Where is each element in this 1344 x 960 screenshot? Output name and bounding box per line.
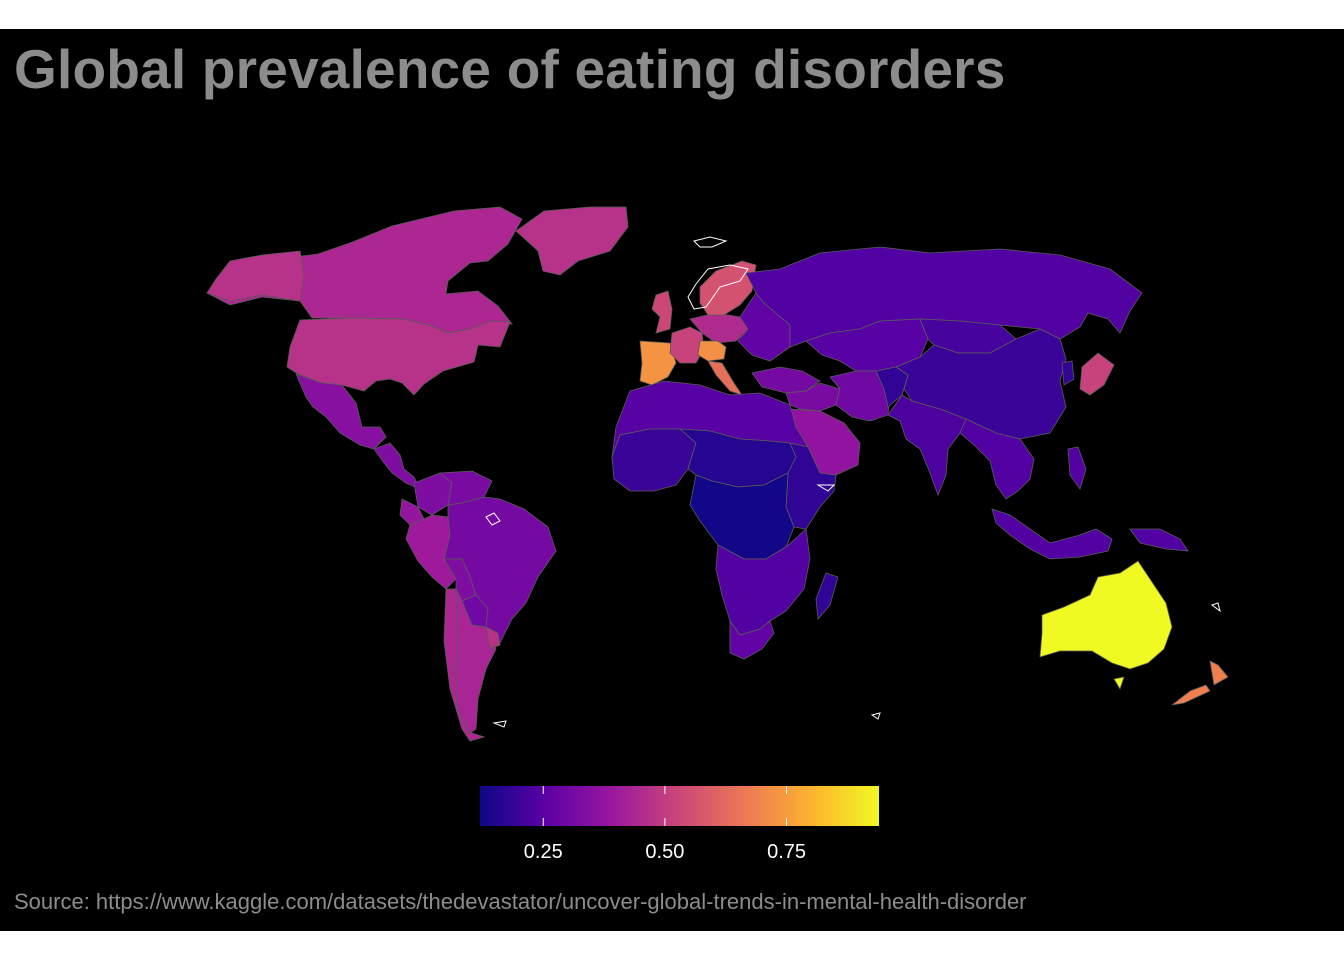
- region-indonesia: [991, 508, 1113, 560]
- region-iran: [829, 370, 891, 422]
- no-data-region: [1210, 602, 1221, 613]
- legend-tick-label: 0.50: [645, 841, 684, 863]
- plot-panel: 0.25 0.50 0.75 Global prevalence of eating…: [0, 29, 1344, 931]
- region-alaska: [206, 250, 305, 302]
- region-ecuador: [399, 498, 425, 526]
- region-madagascar: [815, 572, 839, 620]
- no-data-region: [816, 484, 836, 492]
- no-data-region: [492, 720, 507, 728]
- source-caption: Source: https://www.kaggle.com/datasets/…: [14, 889, 1027, 914]
- no-data-region: [870, 712, 881, 720]
- no-data-region: [687, 264, 749, 310]
- chart-title: Global prevalence of eating disorders: [14, 38, 1006, 100]
- legend-tick-label: 0.75: [767, 841, 806, 863]
- region-australia: [1039, 560, 1173, 690]
- region-argentina: [455, 588, 497, 734]
- region-united-kingdom: [651, 290, 673, 334]
- no-data-region: [693, 236, 728, 248]
- region-mexico: [295, 373, 387, 450]
- region-southern-africa: [715, 528, 811, 636]
- region-russia: [745, 246, 1143, 348]
- region-south-africa: [729, 619, 775, 660]
- region-central-africa: [689, 472, 795, 560]
- color-legend: 0.25 0.50 0.75: [480, 786, 879, 863]
- region-korea: [1061, 360, 1075, 386]
- region-horn-of-africa: [785, 442, 837, 530]
- region-southeast-asia: [959, 418, 1035, 500]
- region-scandinavia: [699, 260, 757, 316]
- region-japan: [1079, 352, 1115, 396]
- region-philippines: [1067, 446, 1087, 490]
- region-uruguay: [485, 626, 501, 650]
- region-papua-new-guinea: [1129, 528, 1189, 552]
- region-austria: [697, 340, 727, 362]
- no-data-region: [485, 512, 501, 526]
- region-india: [887, 394, 967, 497]
- region-canada: [205, 206, 523, 334]
- region-greenland: [515, 206, 629, 276]
- world-map: [205, 206, 1229, 742]
- region-new-zealand: [1171, 660, 1229, 706]
- legend-colorbar: [480, 786, 879, 826]
- region-turkey: [751, 366, 821, 394]
- legend-tick-label: 0.25: [524, 841, 563, 863]
